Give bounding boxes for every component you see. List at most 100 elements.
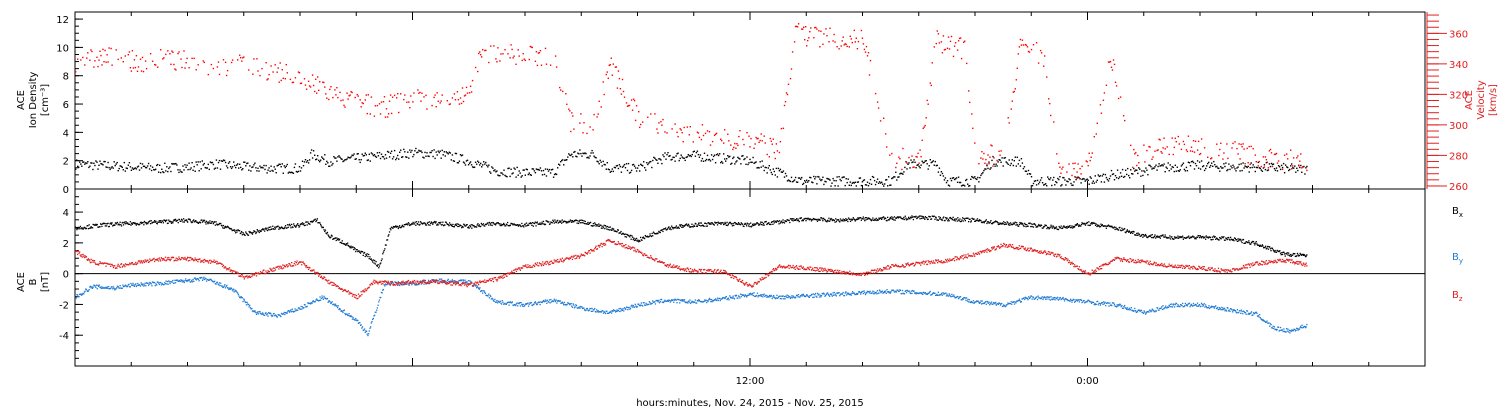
b-by-point [428,279,430,281]
density-point [440,157,442,159]
b-bx-point [139,223,141,225]
velocity-point [677,135,679,138]
b-bx-point [559,220,561,222]
density-point [1072,184,1074,186]
b-by-point [703,300,705,303]
b-by-point [671,299,673,302]
density-point [486,164,488,167]
b-by-point [327,301,329,303]
b-bx-point [313,219,315,221]
velocity-point [481,56,483,58]
density-point [463,162,466,164]
b-bx-point [561,219,563,221]
b-bx-point [1278,250,1280,253]
b-bx-point [273,228,275,230]
b-bx-point [824,220,827,222]
b-bx-point [1223,236,1225,238]
velocity-point [1103,92,1106,94]
density-point [962,184,964,186]
b-by-point [586,308,588,310]
b-bx-point [812,219,814,221]
b-bx-point [616,231,618,233]
b-bx-point [259,230,262,233]
velocity-point [666,132,668,134]
density-point [714,162,717,164]
density-point [589,155,591,157]
b-bx-point [1261,244,1263,246]
b-bx-point [510,222,512,225]
density-point [804,180,806,182]
density-point [345,159,347,161]
b-bx-point [1251,241,1253,243]
b-by-point [350,315,352,317]
velocity-point [115,49,117,51]
b-bx-point [1022,222,1024,225]
density-point [841,176,843,179]
b-bx-point [180,220,182,222]
density-point [1233,166,1235,168]
b-by-point [431,279,433,281]
velocity-point [1096,122,1098,124]
b-bx-point [320,224,322,226]
b-bx-point [99,226,101,228]
velocity-point [984,162,986,164]
b-by-point [211,280,213,282]
density-point [1095,181,1097,183]
b-bx-point [952,216,954,218]
b-by-point [625,306,628,308]
b-bx-point [568,220,570,222]
density-point [438,151,440,154]
velocity-point [151,60,154,62]
density-point [570,154,572,157]
b-bx-point [889,218,891,220]
density-point [636,167,639,169]
density-point [501,172,503,174]
b-bx-point [781,220,783,222]
density-point [310,149,313,151]
b-bx-point [340,241,342,244]
density-point [262,167,264,169]
b-bx-point [1220,238,1222,240]
b-bx-point [1090,222,1093,224]
b-bx-point [1045,224,1047,227]
density-point [670,159,672,161]
velocity-point [325,93,327,95]
b-bx-point [1254,242,1257,244]
b-bx-point [772,223,774,225]
velocity-point [609,64,611,66]
b-bx-point [993,221,995,223]
b-bx-point [866,217,868,219]
density-point [480,162,482,165]
b-bx-point [75,227,77,229]
b-bx-point [441,223,443,226]
velocity-point [384,116,387,118]
velocity-point [173,63,175,66]
b-bx-point [1301,254,1303,256]
density-point [690,155,692,158]
b-bx-point [128,223,130,225]
velocity-point [638,111,640,113]
b-by-point [678,299,680,301]
velocity-point [579,122,581,124]
b-bx-point [479,225,481,228]
velocity-point [110,47,112,50]
b-bx-point [223,227,225,229]
density-point [524,174,526,176]
b-bx-point [1194,238,1196,240]
b-by-point [642,302,644,304]
b-bx-point [1078,225,1080,227]
b-bx-point [1304,254,1306,257]
b-by-point [304,304,306,306]
density-point [704,160,707,162]
density-point [887,185,889,187]
density-point [260,167,262,169]
b-bx-point [162,220,164,222]
b-bx-point [1105,225,1107,227]
b-by-point [305,306,307,308]
b-bx-point [1279,250,1281,252]
b-bx-point [1189,237,1191,239]
b-bx-point [843,220,845,222]
b-by-point [307,302,310,305]
b-bx-point [1097,225,1099,227]
density-point [522,169,524,171]
